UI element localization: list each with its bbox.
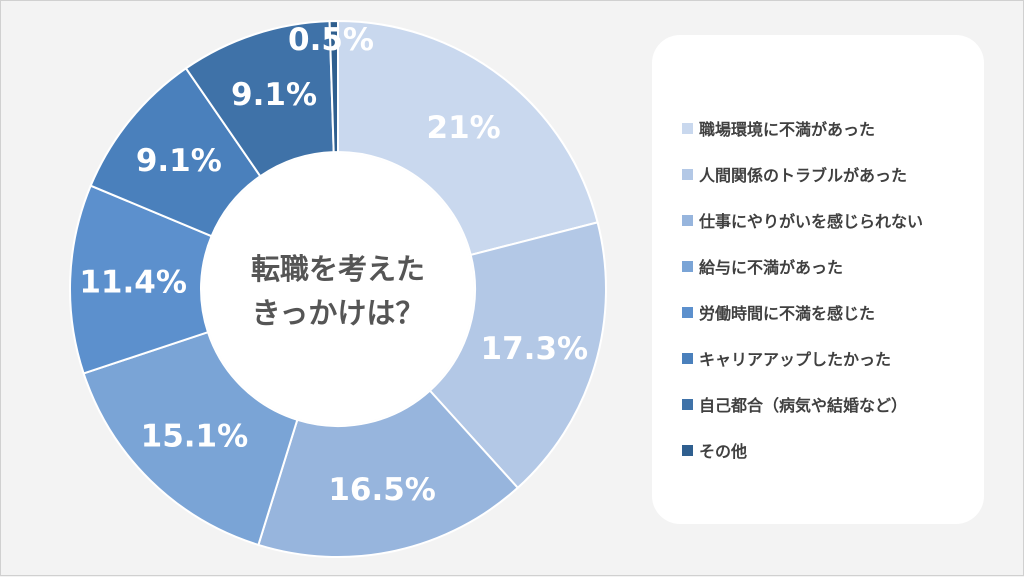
legend-swatch — [682, 260, 693, 272]
legend-label: 自己都合（病気や結婚など） — [699, 396, 908, 415]
legend-item: 労働時間に不満を感じた — [682, 289, 923, 335]
legend-item: 仕事にやりがいを感じられない — [682, 197, 923, 243]
legend-label: 給与に不満があった — [699, 258, 844, 277]
legend-swatch — [682, 122, 693, 134]
donut-slice — [82, 330, 299, 547]
legend-swatch — [682, 352, 693, 364]
donut-slice — [337, 19, 599, 257]
slice-value-label: 17.3% — [481, 331, 589, 367]
center-text-line-2: きっかけは？ — [251, 296, 425, 330]
legend-swatch — [682, 214, 693, 226]
slice-value-label: 0.5% — [288, 22, 374, 58]
legend: 職場環境に不満があった人間関係のトラブルがあった 仕事にやりがいを感じられない 給与… — [652, 35, 984, 524]
legend-label: 人間関係のトラブルがあった — [699, 166, 908, 185]
slice-value-label: 21% — [427, 110, 501, 146]
legend-item: 職場環境に不満があった — [682, 105, 923, 151]
legend-item: 給与に不満があった — [682, 243, 923, 289]
legend-label: キャリアアップしたかった — [699, 350, 892, 369]
legend-label: 労働時間に不満を感じた — [699, 304, 876, 323]
legend-item: その他 — [682, 427, 923, 473]
slice-value-label: 16.5% — [328, 472, 436, 508]
legend-item: 人間関係のトラブルがあった — [682, 151, 923, 197]
slice-value-label: 9.1% — [231, 77, 317, 113]
legend-swatch — [682, 306, 693, 318]
legend-swatch — [682, 444, 693, 456]
slice-value-label: 15.1% — [141, 418, 249, 454]
donut-hole — [202, 153, 474, 425]
donut-slice — [257, 389, 520, 558]
donut-slice — [428, 221, 607, 490]
donut-center-label: 転職を考えた きっかけは？ — [201, 231, 475, 351]
legend-item: キャリアアップしたかった — [682, 335, 923, 381]
legend-list: 職場環境に不満があった人間関係のトラブルがあった 仕事にやりがいを感じられない 給与… — [682, 105, 923, 473]
slice-value-label: 11.4% — [79, 264, 187, 300]
legend-label: 仕事にやりがいを感じられない — [699, 212, 924, 231]
legend-label: 職場環境に不満があった — [699, 120, 876, 139]
donut-chart: 21% 17.3% 16.5% 15.1% 11.4% 9.1%9.1% 0.5% — [69, 19, 607, 558]
legend-swatch — [682, 398, 693, 410]
donut-slice — [328, 19, 339, 154]
legend-item: 自己都合（病気や結婚など） — [682, 381, 923, 427]
center-text-line-1: 転職を考えた — [250, 252, 425, 286]
slice-value-label: 9.1% — [136, 143, 222, 179]
legend-swatch — [682, 168, 693, 180]
legend-label: その他 — [699, 442, 748, 461]
